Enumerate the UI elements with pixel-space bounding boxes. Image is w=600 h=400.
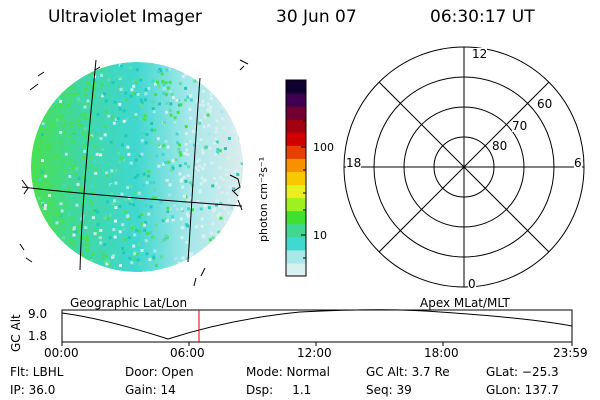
colorbar-segment <box>286 132 306 146</box>
status-dsp: Dsp: 1.1 <box>246 383 312 397</box>
polar-diagonal-2 <box>378 81 550 253</box>
mlt-label-18: 18 <box>346 156 362 170</box>
altitude-xtick-0000: 00:00 <box>44 346 79 360</box>
altitude-x-ticks <box>61 342 573 346</box>
altitude-xtick-0600: 06:00 <box>170 346 205 360</box>
status-glat: GLat: −25.3 <box>486 365 559 379</box>
status-glon: GLon: 137.7 <box>486 383 559 397</box>
colorbar-segment <box>286 171 306 186</box>
mlat-label-70: 70 <box>512 119 528 133</box>
colorbar-segment <box>286 93 306 107</box>
colorbar-segment <box>286 145 306 159</box>
instrument-title: Ultraviolet Imager <box>48 7 202 27</box>
colorbar-ticks <box>301 120 306 259</box>
colorbar-segment <box>286 210 306 225</box>
mlt-label-0: 0 <box>468 277 476 291</box>
colorbar-tick-100: 100 <box>313 141 334 154</box>
status-ip: IP: 36.0 <box>10 383 56 397</box>
polar-panel-label: Apex MLat/MLT <box>420 296 510 310</box>
geo-grid-lines <box>21 59 243 271</box>
colorbar-segment <box>286 262 306 277</box>
colorbar-tick-10: 10 <box>313 229 327 242</box>
status-mode: Mode: Normal <box>246 365 330 379</box>
altitude-xtick-2359: 23:59 <box>553 346 588 360</box>
altitude-plot-frame <box>61 309 573 343</box>
mlat-label-80: 80 <box>492 139 508 153</box>
date-label: 30 Jun 07 <box>276 7 357 27</box>
altitude-curve <box>61 309 573 340</box>
altitude-ytick-1: 1.8 <box>28 329 48 343</box>
colorbar-segment <box>286 80 306 94</box>
colorbar-segment <box>286 119 306 133</box>
mlt-label-6: 6 <box>574 156 582 170</box>
status-door: Door: Open <box>125 365 194 379</box>
colorbar-gradient <box>286 80 306 277</box>
status-seq: Seq: 39 <box>366 383 412 397</box>
image-panel-label: Geographic Lat/Lon <box>70 296 188 310</box>
status-gain: Gain: 14 <box>125 383 176 397</box>
status-gc-alt: GC Alt: 3.7 Re <box>366 365 450 379</box>
colorbar-segment <box>286 106 306 120</box>
coastline-fragments <box>19 59 249 287</box>
colorbar-segment <box>286 197 306 212</box>
altitude-ytick-9: 9.0 <box>28 307 48 321</box>
colorbar-segment <box>286 249 306 264</box>
colorbar-segment <box>286 236 306 251</box>
altitude-ylabel: GC Alt <box>9 314 23 352</box>
colorbar-segment <box>286 184 306 199</box>
mlat-label-60: 60 <box>537 97 553 111</box>
time-label: 06:30:17 UT <box>430 7 535 27</box>
mlt-label-12: 12 <box>472 47 488 61</box>
altitude-xtick-1800: 18:00 <box>424 346 459 360</box>
colorbar-segment <box>286 223 306 238</box>
colorbar-segment <box>286 158 306 172</box>
status-filter: Flt: LBHL <box>10 365 64 379</box>
altitude-xtick-1200: 12:00 <box>297 346 332 360</box>
